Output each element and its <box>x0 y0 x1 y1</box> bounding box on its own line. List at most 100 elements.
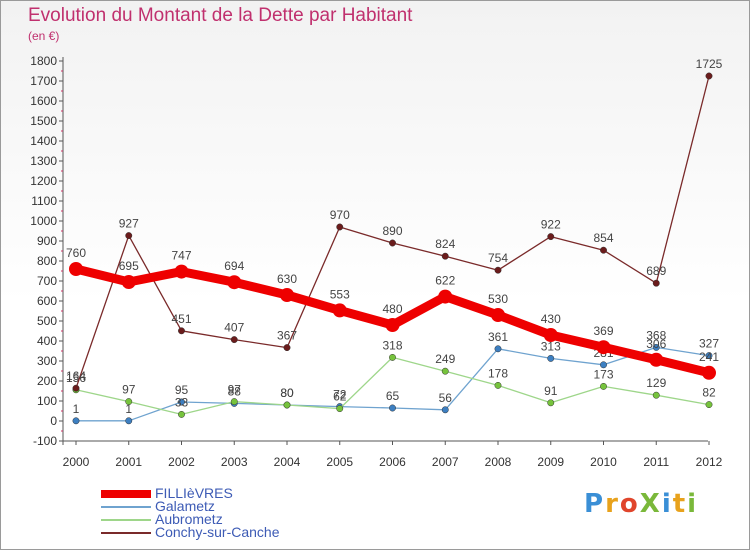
data-label: 173 <box>593 367 613 381</box>
data-label: 922 <box>541 218 561 232</box>
y-tick-label: 900 <box>37 234 57 248</box>
data-label: 854 <box>593 231 613 245</box>
data-label: 178 <box>488 366 508 380</box>
logo-letter: t <box>672 489 688 519</box>
y-tick-label: 1300 <box>30 154 57 168</box>
y-tick-label: 700 <box>37 274 57 288</box>
data-point <box>547 399 555 407</box>
data-label: 313 <box>541 339 561 353</box>
data-label: 630 <box>277 272 297 286</box>
data-label: 890 <box>382 224 402 238</box>
x-tick-label: 2008 <box>485 455 512 469</box>
y-tick-label: 1200 <box>30 174 57 188</box>
data-point <box>705 401 713 409</box>
data-label: 65 <box>386 389 400 403</box>
data-point <box>547 354 555 362</box>
data-label: 72 <box>333 388 347 402</box>
y-ticks: -100 0 100 200 300 400 500 600 700 800 900 1000 1100… <box>30 54 63 448</box>
data-point <box>494 381 502 389</box>
legend-label: FILLIèVRES <box>155 485 233 501</box>
x-tick-label: 2002 <box>168 455 195 469</box>
data-point <box>178 327 185 335</box>
data-label: 327 <box>699 337 719 351</box>
legend-swatch <box>101 506 151 508</box>
y-tick-label: -100 <box>33 434 57 448</box>
legend-swatch <box>101 532 151 534</box>
data-label: 241 <box>699 350 719 364</box>
data-label: 760 <box>66 246 86 260</box>
data-label: 97 <box>122 383 136 397</box>
data-point <box>494 345 502 353</box>
data-point <box>121 275 136 289</box>
data-point <box>389 239 396 247</box>
data-label: 56 <box>439 391 453 405</box>
data-label: 754 <box>488 251 508 265</box>
data-label: 82 <box>702 386 716 400</box>
y-tick-label: 1000 <box>30 214 57 228</box>
x-tick-label: 2001 <box>115 455 142 469</box>
data-point <box>72 417 80 425</box>
data-point <box>125 398 133 406</box>
data-label: 62 <box>333 390 347 404</box>
data-point <box>600 246 607 254</box>
data-label: 129 <box>646 376 666 390</box>
data-point <box>125 232 133 240</box>
data-point <box>649 352 664 367</box>
x-ticks: 2000 2001 2002 2003 2004 2005 2006 2007 2008 2009… <box>63 441 723 469</box>
data-point <box>702 365 716 380</box>
y-tick-label: 400 <box>37 334 57 348</box>
data-point <box>332 303 347 318</box>
y-tick-label: 500 <box>37 314 57 328</box>
data-point <box>705 72 713 80</box>
data-point <box>441 406 449 414</box>
chart-title: Evolution du Montant de la Dette par Hab… <box>28 5 413 26</box>
data-label: 367 <box>277 329 297 343</box>
data-point <box>336 223 344 231</box>
data-point <box>230 336 238 344</box>
logo-letter: o <box>619 489 640 519</box>
series-aubrometz: 1 56 97 33 97 80 62 318 249 178 91 173 129 82 <box>66 338 716 418</box>
data-point <box>336 405 344 413</box>
data-point <box>283 401 291 409</box>
data-label: 970 <box>330 208 350 222</box>
data-point <box>547 233 555 241</box>
x-tick-label: 2005 <box>326 455 353 469</box>
x-tick-label: 2007 <box>432 455 459 469</box>
data-label: 368 <box>646 328 666 342</box>
data-label: 80 <box>280 386 294 400</box>
data-label: 407 <box>224 321 244 335</box>
data-label: 1 <box>73 402 80 416</box>
y-tick-label: 600 <box>37 294 57 308</box>
legend-label: Galametz <box>155 498 215 514</box>
data-point <box>491 308 505 322</box>
data-point <box>174 264 189 279</box>
data-point <box>705 352 713 360</box>
x-tick-label: 2011 <box>643 455 669 469</box>
y-tick-label: 1600 <box>30 94 57 108</box>
y-tick-label: 1500 <box>30 114 57 128</box>
y-tick-label: 1700 <box>30 74 57 88</box>
data-label: 1 <box>125 402 132 416</box>
x-tick-label: 2000 <box>63 455 90 469</box>
data-label: 430 <box>541 312 561 326</box>
x-tick-label: 2009 <box>537 455 564 469</box>
logo-letter: X <box>639 489 662 519</box>
data-label: 1725 <box>696 57 723 71</box>
data-label: 694 <box>224 259 244 273</box>
proxiti-logo: ProXiti <box>584 489 698 519</box>
data-label: 88 <box>228 384 242 398</box>
chart-subtitle: (en €) <box>28 29 60 43</box>
data-label: 95 <box>175 383 189 397</box>
y-tick-label: 1800 <box>30 54 57 68</box>
data-label: 530 <box>488 292 508 306</box>
data-point <box>652 391 660 399</box>
data-label: 33 <box>175 395 189 409</box>
x-tick-label: 2003 <box>221 455 248 469</box>
data-label: 451 <box>171 312 191 326</box>
data-point <box>283 344 291 352</box>
data-label: 824 <box>435 237 455 251</box>
data-point <box>600 361 607 369</box>
y-tick-label: 0 <box>50 414 57 428</box>
data-point <box>652 343 660 351</box>
data-point <box>543 328 558 342</box>
